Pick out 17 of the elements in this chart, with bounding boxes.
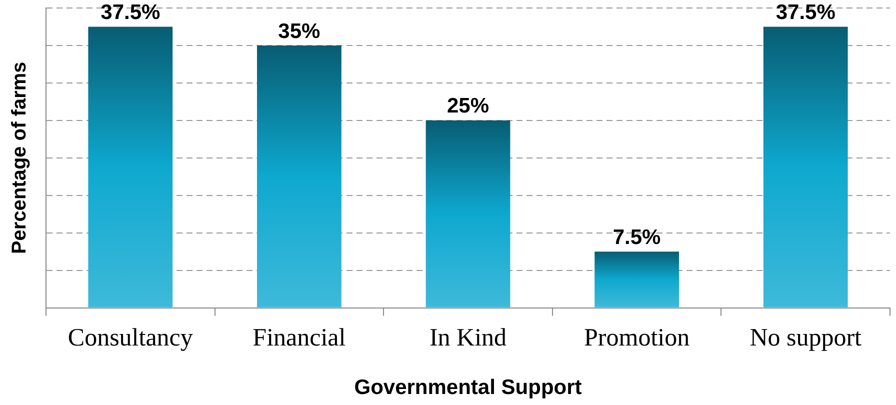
- data-label: 25%: [446, 94, 490, 118]
- x-tick-label: Consultancy: [68, 324, 194, 352]
- bar: [763, 26, 848, 308]
- x-axis-title: Governmental Support: [354, 376, 582, 400]
- y-axis-title: Percentage of farms: [8, 62, 31, 254]
- data-label: 37.5%: [100, 1, 160, 24]
- bar: [594, 252, 679, 308]
- x-tick-label: In Kind: [429, 324, 508, 352]
- bar: [257, 45, 342, 308]
- data-label: 35%: [278, 20, 321, 43]
- bar: [426, 120, 510, 308]
- x-tick-label: Promotion: [584, 324, 690, 352]
- data-label: 7.5%: [612, 226, 662, 249]
- x-tick-label: No support: [750, 324, 862, 352]
- data-label: 37.5%: [776, 1, 836, 24]
- x-tick-label: Financial: [252, 324, 346, 352]
- bar: [88, 26, 173, 308]
